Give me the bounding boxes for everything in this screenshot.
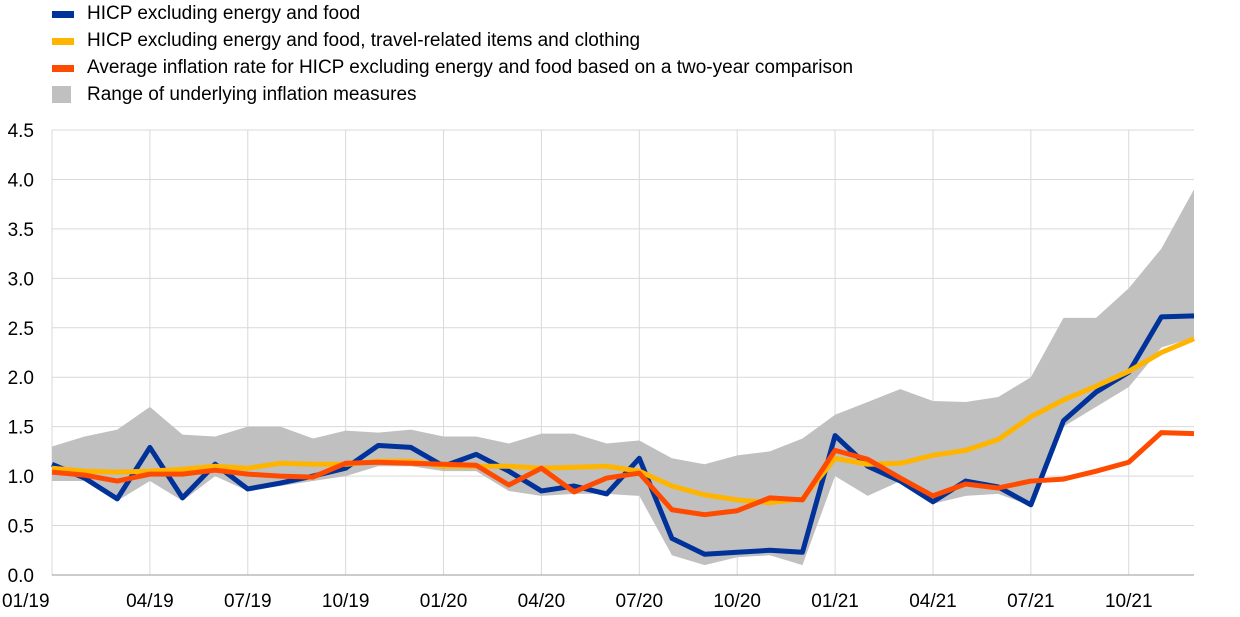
y-tick-label: 3.5: [8, 220, 34, 241]
x-tick-label: 10/20: [713, 591, 761, 612]
legend-swatch: [52, 86, 71, 103]
x-tick-label: 04/20: [518, 591, 566, 612]
y-tick-label: 1.5: [8, 418, 34, 439]
x-tick-label: 01/19: [2, 591, 50, 612]
x-tick-label: 04/19: [126, 591, 174, 612]
y-tick-label: 3.0: [8, 269, 34, 290]
y-tick-label: 4.0: [8, 170, 34, 191]
series-line-average-two-year: [51, 430, 1195, 518]
x-tick-label: 10/21: [1105, 591, 1153, 612]
legend-label: HICP excluding energy and food, travel-r…: [87, 30, 641, 51]
x-tick-label: 01/21: [811, 591, 859, 612]
y-tick-label: 0.5: [8, 517, 34, 538]
legend-swatch: [52, 11, 74, 18]
legend-label: Average inflation rate for HICP excludin…: [87, 57, 854, 78]
legend-swatch: [52, 38, 74, 45]
x-tick-label: 10/19: [322, 591, 370, 612]
x-tick-label: 07/21: [1007, 591, 1055, 612]
y-tick-label: 4.5: [8, 121, 34, 142]
legend-label: Range of underlying inflation measures: [87, 84, 417, 105]
grid: [51, 129, 1194, 576]
x-tick-label: 01/20: [420, 591, 468, 612]
series-layer: [51, 313, 1195, 557]
y-tick-label: 1.0: [8, 467, 34, 488]
legend-swatch: [52, 65, 74, 72]
y-tick-label: 0.0: [8, 566, 34, 587]
legend-label: HICP excluding energy and food: [87, 3, 361, 24]
series-line-hicp-ex-energy-food-travel-clothing: [51, 336, 1195, 506]
axis-layer: 0.0 0.5 1.0 1.5 2.0 2.5 3.0 3.5 4.0 4.5 01/19 04/19…: [2, 121, 1194, 612]
x-tick-label: 04/21: [909, 591, 957, 612]
y-tick-label: 2.0: [8, 368, 34, 389]
y-tick-label: 2.5: [8, 319, 34, 340]
x-tick-label: 07/20: [616, 591, 664, 612]
x-tick-label: 07/19: [224, 591, 272, 612]
